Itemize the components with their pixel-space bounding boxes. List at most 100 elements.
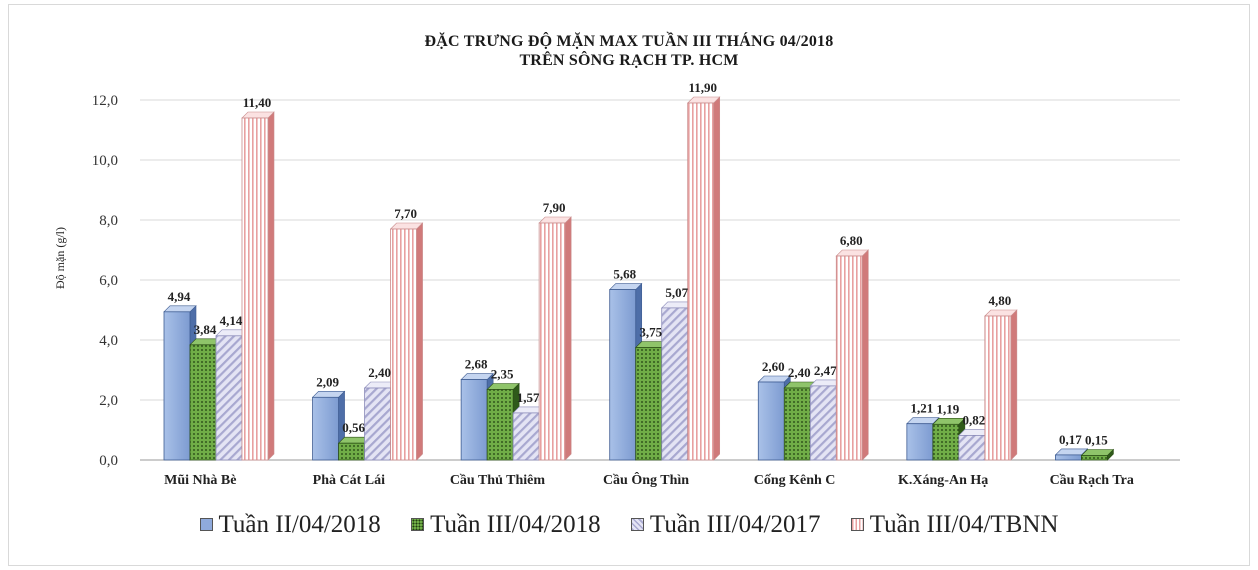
x-tick-label: K.Xáng-An Hạ [898,473,988,488]
bar-front [687,102,715,461]
bar-chart: 0,0 2,0 4,0 6,0 8,0 10,0 12,0 4,94 3,844,14 11,4… [53,80,1180,488]
bar-front [460,379,488,461]
bar-front [958,434,986,461]
chart-subtitle: TRÊN SÔNG RẠCH TP. HCM [519,52,739,69]
bar-front [364,387,391,461]
data-label: 2,47 [814,363,837,378]
data-label: 7,70 [394,206,417,221]
bar-tuan-iii-tbnn [538,216,572,461]
bar-tuan-iii-2018 [1080,448,1115,461]
bar-top [486,383,520,390]
legend-swatch [199,518,213,531]
data-label: 4,14 [220,313,243,328]
bar-top [932,417,966,425]
data-label: 5,07 [665,285,688,300]
y-tick-label: 10,0 [92,153,118,169]
data-label: 0,15 [1085,433,1108,448]
y-tick-label: 8,0 [99,213,118,229]
bar-side [564,216,572,461]
legend: Tuần II/04/2018 Tuần III/04/2018 Tuần II… [0,510,1258,539]
legend-item-tuan-iii-2017: Tuần III/04/2017 [630,510,821,539]
bar-front [486,389,514,461]
bar-side [1010,309,1018,461]
bars [163,96,1115,461]
bar-tuan-iii-tbnn [389,222,424,461]
bar-front [835,255,863,461]
data-label: 2,40 [368,365,391,380]
legend-item-tuan-iii-tbnn: Tuần III/04/TBNN [850,510,1059,539]
data-label: 2,68 [465,357,488,372]
bar-top [241,111,275,119]
data-label: 0,56 [342,420,365,435]
bar-top [389,222,424,230]
bar-tuan-iii-tbnn [686,96,721,461]
bar-tuan-iii-2018 [337,436,372,461]
bar-top [686,96,721,104]
bar-front [390,228,417,461]
x-tick-label: Cầu Thủ Thiêm [450,473,546,488]
bar-top [538,216,572,224]
bar-front [189,344,217,461]
bar-tuan-iii-tbnn [241,111,275,461]
bar-front [783,387,811,461]
bar-front [984,315,1012,461]
bar-front [635,347,663,461]
bar-top [835,249,870,257]
x-tick-label: Phà Cát Lái [313,473,385,488]
x-tick-label: Cầu Rạch Tra [1050,473,1134,488]
data-label: 11,90 [688,80,717,95]
bar-top [757,375,792,383]
bar-side [713,96,721,461]
legend-label: Tuần III/04/2017 [649,510,821,538]
bar-side [861,249,869,461]
bar-front [538,222,566,461]
data-label: 4,94 [168,289,191,304]
legend-item-tuan-ii-2018: Tuần II/04/2018 [199,510,381,539]
chart-title: ĐẶC TRƯNG ĐỘ MẶN MAX TUẦN III THÁNG 04/2… [424,33,834,50]
y-axis-label: Độ mặn (g/l) [53,227,67,289]
data-label: 4,80 [988,293,1011,308]
data-labels: 4,94 3,844,14 11,40 2,09 0,56 2,40 7,70 2,682,3… [168,80,1109,448]
legend-swatch [630,518,644,531]
data-label: 1,57 [517,390,540,405]
y-tick-label: 12,0 [92,93,118,109]
data-label: 0,17 [1059,432,1082,447]
bar-top [984,309,1018,317]
data-label: 1,21 [910,401,933,416]
legend-label: Tuần III/04/TBNN [869,510,1059,538]
legend-swatch [411,518,425,531]
x-tick-label: Cống Kênh C [754,473,836,488]
bar-tuan-iii-tbnn [984,309,1018,461]
bar-front [609,289,637,461]
bar-front [163,311,191,461]
bar-front [215,335,243,461]
y-axis: 0,0 2,0 4,0 6,0 8,0 10,0 12,0 [92,93,118,469]
bar-top [460,373,494,380]
bar-front [932,423,960,461]
bar-tuan-iii-tbnn [835,249,870,461]
bar-top [311,390,346,398]
data-label: 1,19 [936,401,959,416]
bar-front [1081,455,1108,461]
bar-top [163,305,197,313]
bar-front [906,423,934,461]
y-tick-label: 0,0 [99,453,118,469]
legend-label: Tuần II/04/2018 [218,510,381,538]
bar-front [241,117,269,461]
data-label: 3,75 [639,325,662,340]
legend-swatch [850,518,864,531]
data-label: 3,84 [194,322,217,337]
bar-front [757,381,785,461]
bar-front [338,442,365,461]
legend-label: Tuần III/04/2018 [430,510,601,538]
y-tick-label: 2,0 [99,393,118,409]
legend-item-tuan-iii-2018: Tuần III/04/2018 [411,511,601,539]
bar-front [312,396,339,461]
x-tick-label: Mũi Nhà Bè [164,473,236,488]
bar-front [1055,454,1082,461]
data-label: 2,35 [491,367,514,382]
data-label: 2,40 [788,365,811,380]
data-label: 11,40 [243,95,272,110]
data-label: 5,68 [613,267,636,282]
bar-side [416,222,423,461]
